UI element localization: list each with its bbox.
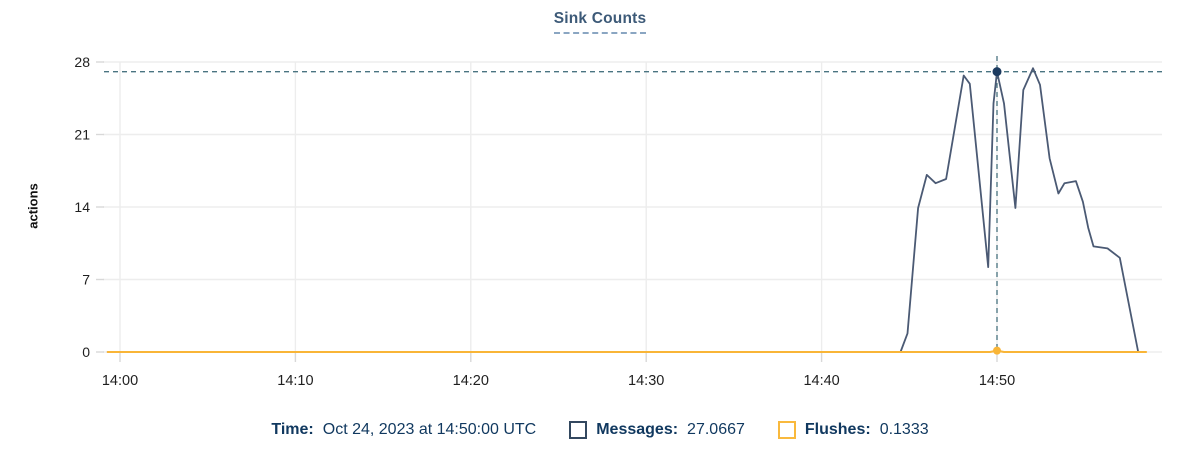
legend-item-flushes[interactable]: Flushes: 0.1333 <box>777 421 929 439</box>
x-tick-label: 14:40 <box>803 373 839 389</box>
y-tick-label: 14 <box>74 199 90 215</box>
tooltip-time: Time: Oct 24, 2023 at 14:50:00 UTC <box>271 421 536 439</box>
plot-area[interactable]: 0 7 14 21 28 14:00 14:10 14:20 14:30 14:40 14:50 <box>0 0 1200 404</box>
flushes-line[interactable] <box>106 349 1148 353</box>
legend-item-messages[interactable]: Messages: 27.0667 <box>569 421 745 439</box>
y-tick-label: 0 <box>82 344 90 360</box>
messages-label: Messages: <box>596 421 679 438</box>
messages-line[interactable] <box>106 67 1140 353</box>
messages-value: 27.0667 <box>687 421 745 438</box>
time-label: Time: <box>271 421 314 438</box>
x-tick-label: 14:00 <box>102 373 138 389</box>
time-value: Oct 24, 2023 at 14:50:00 UTC <box>322 421 537 438</box>
messages-hover-dot <box>992 67 1002 77</box>
tooltip-legend: Time: Oct 24, 2023 at 14:50:00 UTC Messa… <box>0 414 1200 446</box>
x-tick-label: 14:30 <box>628 373 664 389</box>
messages-swatch-icon[interactable] <box>569 421 588 439</box>
chart-title-row: Sink Counts <box>0 10 1200 34</box>
flushes-hover-dot <box>993 346 1001 355</box>
x-tick-label: 14:50 <box>979 373 1015 389</box>
flushes-value: 0.1333 <box>879 421 929 438</box>
y-tick-label: 28 <box>74 54 90 70</box>
y-tick-label: 7 <box>82 272 90 288</box>
flushes-swatch-icon[interactable] <box>777 421 796 439</box>
y-tick-label: 21 <box>74 127 90 143</box>
x-tick-label: 14:20 <box>453 373 489 389</box>
chart-title[interactable]: Sink Counts <box>553 10 647 34</box>
x-tick-label: 14:10 <box>277 373 313 389</box>
flushes-label: Flushes: <box>804 421 871 438</box>
